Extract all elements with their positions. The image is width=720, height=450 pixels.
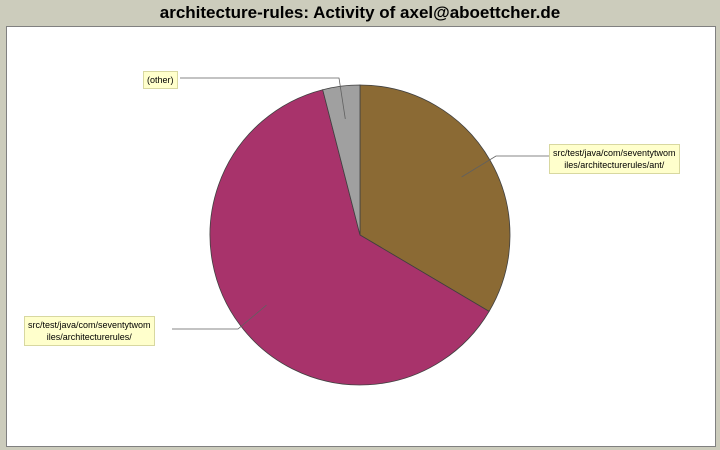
slice-label-ant-line-2: iles/architecturerules/ant/ bbox=[564, 160, 665, 170]
pie-slice-other bbox=[322, 84, 361, 236]
pie-slice-ant bbox=[359, 84, 511, 312]
pie-slice-architecturerules bbox=[209, 89, 490, 386]
slice-label-other: (other) bbox=[143, 71, 178, 89]
leader-line-ant bbox=[461, 155, 549, 178]
slice-label-ant-line-1: src/test/java/com/seventytwom bbox=[553, 148, 676, 158]
slice-label-ant: src/test/java/com/seventytwom iles/archi… bbox=[549, 144, 680, 174]
slice-label-other-line-1: (other) bbox=[147, 75, 174, 85]
leader-line-other bbox=[180, 77, 346, 119]
slice-label-architecturerules-line-2: iles/architecturerules/ bbox=[46, 332, 132, 342]
slice-label-architecturerules: src/test/java/com/seventytwom iles/archi… bbox=[24, 316, 155, 346]
slice-label-architecturerules-line-1: src/test/java/com/seventytwom bbox=[28, 320, 151, 330]
leader-line-architecturerules bbox=[172, 304, 267, 330]
chart-title: architecture-rules: Activity of axel@abo… bbox=[159, 3, 561, 22]
